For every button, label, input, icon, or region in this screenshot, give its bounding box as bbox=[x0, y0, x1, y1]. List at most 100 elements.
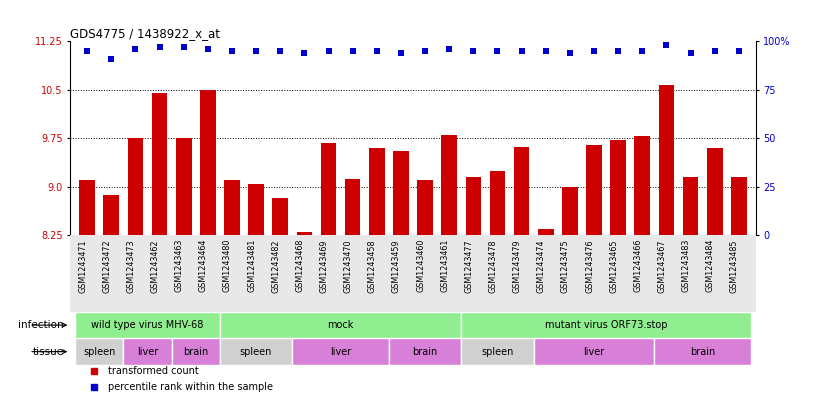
Bar bbox=[344, 179, 360, 235]
Text: percentile rank within the sample: percentile rank within the sample bbox=[108, 382, 273, 392]
Point bbox=[660, 42, 673, 48]
Point bbox=[202, 46, 215, 52]
Text: GSM1243481: GSM1243481 bbox=[247, 239, 256, 292]
Bar bbox=[562, 187, 577, 235]
Text: GSM1243464: GSM1243464 bbox=[199, 239, 208, 292]
Bar bbox=[320, 143, 336, 235]
Point bbox=[105, 55, 118, 62]
Text: GSM1243479: GSM1243479 bbox=[513, 239, 522, 293]
Text: spleen: spleen bbox=[240, 347, 273, 357]
Text: GSM1243484: GSM1243484 bbox=[705, 239, 714, 292]
Bar bbox=[172, 338, 220, 365]
Text: liver: liver bbox=[137, 347, 158, 357]
Point bbox=[443, 46, 456, 52]
Bar bbox=[514, 147, 529, 235]
Point bbox=[733, 48, 746, 54]
Point bbox=[177, 44, 190, 50]
Bar bbox=[490, 171, 506, 235]
Point bbox=[297, 50, 311, 56]
Bar bbox=[297, 232, 312, 235]
Text: GSM1243460: GSM1243460 bbox=[416, 239, 425, 292]
Point bbox=[539, 48, 553, 54]
Text: GSM1243470: GSM1243470 bbox=[344, 239, 353, 292]
Point bbox=[708, 48, 721, 54]
Bar bbox=[220, 312, 461, 338]
Point bbox=[491, 48, 504, 54]
Text: spleen: spleen bbox=[83, 347, 116, 357]
Text: GSM1243475: GSM1243475 bbox=[561, 239, 570, 293]
Text: infection: infection bbox=[17, 320, 64, 330]
Point bbox=[563, 50, 577, 56]
Bar bbox=[79, 180, 95, 235]
Text: liver: liver bbox=[583, 347, 605, 357]
Point bbox=[273, 48, 287, 54]
Text: GSM1243471: GSM1243471 bbox=[78, 239, 87, 292]
Text: GSM1243480: GSM1243480 bbox=[223, 239, 232, 292]
Bar bbox=[683, 177, 699, 235]
Text: spleen: spleen bbox=[482, 347, 514, 357]
Bar bbox=[538, 229, 553, 235]
Text: GSM1243483: GSM1243483 bbox=[681, 239, 691, 292]
Point bbox=[225, 48, 239, 54]
Point bbox=[587, 48, 601, 54]
Point bbox=[80, 48, 93, 54]
Point bbox=[370, 48, 383, 54]
Text: GSM1243467: GSM1243467 bbox=[657, 239, 667, 292]
Text: GSM1243485: GSM1243485 bbox=[730, 239, 739, 292]
Bar bbox=[634, 136, 650, 235]
Text: mock: mock bbox=[327, 320, 354, 330]
Text: GSM1243458: GSM1243458 bbox=[368, 239, 377, 292]
Bar bbox=[127, 138, 143, 235]
Text: brain: brain bbox=[690, 347, 715, 357]
Bar bbox=[461, 312, 751, 338]
Bar bbox=[292, 338, 389, 365]
Text: GSM1243469: GSM1243469 bbox=[320, 239, 329, 292]
Point bbox=[636, 48, 649, 54]
Point bbox=[394, 50, 407, 56]
Text: GSM1243461: GSM1243461 bbox=[440, 239, 449, 292]
Bar bbox=[610, 140, 626, 235]
Bar bbox=[707, 148, 723, 235]
Point bbox=[153, 44, 166, 50]
Point bbox=[467, 48, 480, 54]
Bar bbox=[220, 338, 292, 365]
Text: GSM1243478: GSM1243478 bbox=[488, 239, 497, 292]
Bar bbox=[75, 338, 123, 365]
Text: GDS4775 / 1438922_x_at: GDS4775 / 1438922_x_at bbox=[70, 27, 221, 40]
Bar bbox=[200, 90, 216, 235]
Text: GSM1243465: GSM1243465 bbox=[610, 239, 618, 292]
Bar bbox=[654, 338, 751, 365]
Text: wild type virus MHV-68: wild type virus MHV-68 bbox=[91, 320, 204, 330]
Text: GSM1243463: GSM1243463 bbox=[174, 239, 183, 292]
Bar bbox=[466, 177, 482, 235]
Text: GSM1243482: GSM1243482 bbox=[271, 239, 280, 292]
Bar bbox=[273, 198, 288, 235]
Text: transformed count: transformed count bbox=[108, 366, 199, 376]
Text: GSM1243473: GSM1243473 bbox=[126, 239, 135, 292]
Point bbox=[611, 48, 624, 54]
Text: liver: liver bbox=[330, 347, 351, 357]
Bar bbox=[152, 93, 168, 235]
Point bbox=[515, 48, 529, 54]
Bar bbox=[176, 138, 192, 235]
Point bbox=[249, 48, 263, 54]
Text: GSM1243477: GSM1243477 bbox=[464, 239, 473, 293]
Text: GSM1243468: GSM1243468 bbox=[296, 239, 304, 292]
Point bbox=[684, 50, 697, 56]
Text: brain: brain bbox=[183, 347, 208, 357]
Bar bbox=[224, 180, 240, 235]
Text: GSM1243472: GSM1243472 bbox=[102, 239, 112, 293]
Bar bbox=[103, 195, 119, 235]
Bar bbox=[658, 84, 674, 235]
Bar bbox=[586, 145, 602, 235]
Bar bbox=[731, 177, 747, 235]
Bar bbox=[123, 338, 172, 365]
Text: GSM1243462: GSM1243462 bbox=[150, 239, 159, 292]
Point bbox=[129, 46, 142, 52]
Bar bbox=[441, 135, 457, 235]
Point bbox=[419, 48, 432, 54]
Text: tissue: tissue bbox=[32, 347, 64, 357]
Bar bbox=[417, 180, 433, 235]
Bar bbox=[461, 338, 534, 365]
Text: GSM1243474: GSM1243474 bbox=[537, 239, 546, 292]
